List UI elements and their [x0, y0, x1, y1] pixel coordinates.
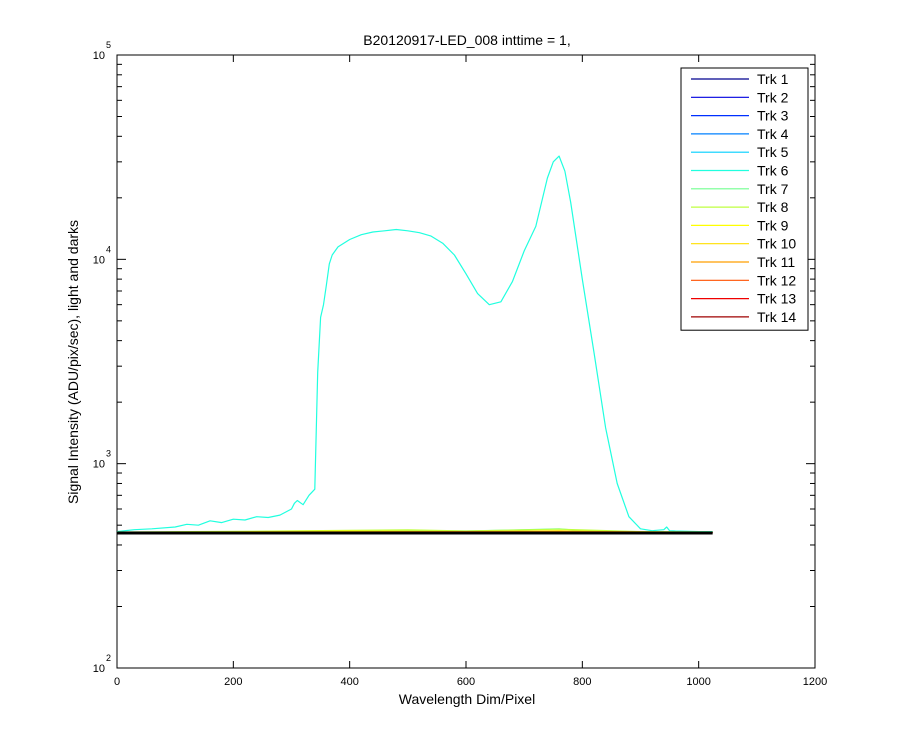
x-tick-label: 600 — [457, 676, 475, 688]
legend-label: Trk 14 — [757, 309, 796, 325]
x-tick-label: 1200 — [803, 676, 827, 688]
legend-label: Trk 3 — [757, 108, 789, 124]
legend-label: Trk 9 — [757, 217, 789, 233]
legend-label: Trk 6 — [757, 163, 789, 179]
series-line-trk-6 — [116, 155, 713, 533]
x-axis-label: Wavelength Dim/Pixel — [399, 691, 535, 707]
x-tick-label: 400 — [340, 676, 358, 688]
legend-label: Trk 7 — [757, 181, 789, 197]
legend-label: Trk 12 — [757, 272, 796, 288]
x-tick-label: 800 — [573, 676, 591, 688]
legend-label: Trk 10 — [757, 236, 796, 252]
legend: Trk 1 Trk 2 Trk 3 Trk 4 Trk 5 Trk 6 Trk 7 Trk 8… — [680, 67, 809, 331]
legend-box — [680, 67, 809, 331]
y-tick-label-base: 10 — [93, 50, 105, 62]
legend-label: Trk 13 — [757, 291, 796, 307]
x-tick-label: 200 — [224, 676, 242, 688]
legend-label: Trk 5 — [757, 144, 789, 160]
x-tick-label: 0 — [114, 676, 120, 688]
series-group — [116, 155, 713, 535]
y-tick-label-exponent: 4 — [106, 244, 111, 254]
y-tick-label-base: 10 — [93, 663, 105, 675]
chart-title: B20120917-LED_008 inttime = 1, — [363, 32, 570, 48]
y-tick-label-exponent: 3 — [106, 449, 111, 459]
legend-label: Trk 11 — [757, 254, 795, 270]
x-tick-label: 1000 — [686, 676, 710, 688]
legend-label: Trk 8 — [757, 199, 789, 215]
legend-label: Trk 1 — [757, 71, 789, 87]
legend-label: Trk 2 — [757, 89, 789, 105]
legend-label: Trk 4 — [757, 126, 789, 142]
y-tick-label-base: 10 — [93, 254, 105, 266]
y-tick-label-exponent: 5 — [106, 40, 111, 50]
y-tick-label-base: 10 — [93, 459, 105, 471]
y-axis-label: Signal Intensity (ADU/pix/sec), light an… — [65, 220, 81, 504]
y-tick-label-exponent: 2 — [106, 653, 111, 663]
